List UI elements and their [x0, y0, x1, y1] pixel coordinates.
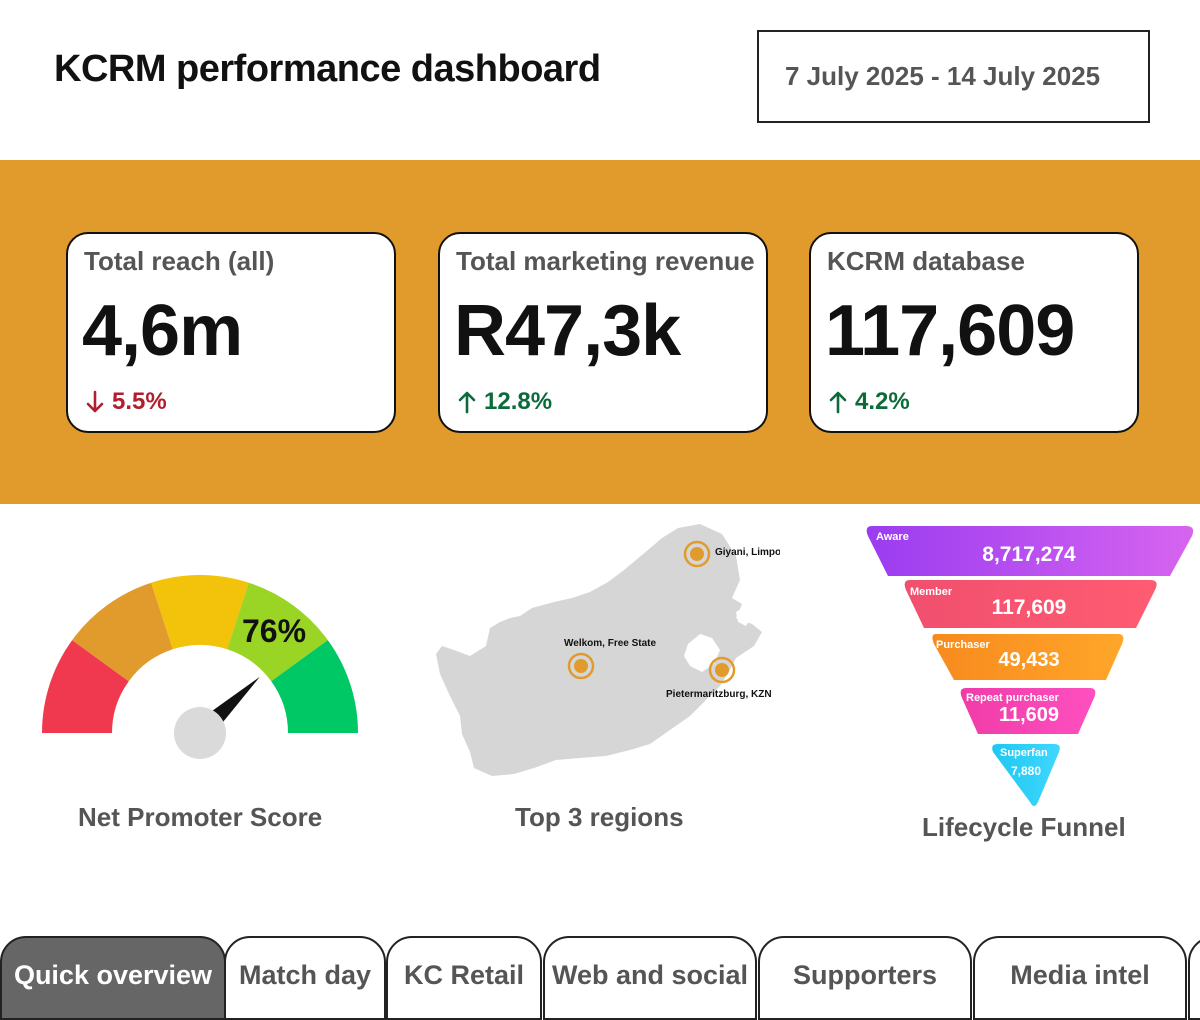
regions-map[interactable]: Giyani, Limpopo Welkom, Free State Piete… — [430, 520, 793, 780]
date-range-picker[interactable]: 7 July 2025 - 14 July 2025 — [757, 30, 1150, 123]
kpi-value: R47,3k — [454, 291, 681, 371]
funnel-stage-value: 11,609 — [999, 704, 1059, 726]
region-label: Giyani, Limpopo — [715, 547, 780, 558]
kpi-delta: 5.5% — [86, 388, 167, 416]
map-country-shape — [436, 524, 762, 776]
tab-media-intel[interactable]: Media intel — [973, 936, 1187, 1020]
funnel-stage-aware[interactable]: Aware 8,717,274 — [866, 526, 1194, 576]
tab-kc-retail[interactable]: KC Retail — [386, 936, 542, 1020]
kpi-label: KCRM database — [827, 246, 1025, 276]
region-marker-welkom[interactable]: Welkom, Free State — [564, 638, 657, 680]
funnel-stage-name: Repeat purchaser — [966, 692, 1060, 704]
nps-label: Net Promoter Score — [78, 802, 323, 832]
gauge-segment — [271, 640, 358, 733]
gauge-segment — [72, 582, 173, 682]
funnel-stage-value: 7,880 — [1011, 764, 1041, 778]
kpi-delta-value: 5.5% — [112, 388, 167, 415]
kpi-card-marketing-revenue[interactable]: Total marketing revenue R47,3k 12.8% — [438, 232, 768, 433]
region-label: Pietermaritzburg, KZN — [666, 689, 772, 700]
kpi-value: 4,6m — [82, 291, 243, 371]
gauge-segment — [227, 582, 328, 682]
region-marker-giyani[interactable]: Giyani, Limpopo — [683, 540, 793, 568]
nps-gauge-chart: 76% — [42, 575, 358, 759]
nps-value-text: 76% — [242, 613, 306, 649]
south-africa-map: Giyani, Limpopo Welkom, Free State Piete… — [436, 524, 793, 776]
gauge-hub — [174, 707, 226, 759]
eswatini-cutout — [736, 606, 752, 626]
tab-overflow[interactable] — [1188, 936, 1200, 1020]
funnel-stage-name: Superfan — [1000, 747, 1048, 759]
kpi-card-total-reach[interactable]: Total reach (all) 4,6m 5.5% — [66, 232, 396, 433]
funnel-stage-member[interactable]: Member 117,609 — [904, 580, 1157, 628]
page-title: KCRM performance dashboard — [54, 48, 601, 90]
tab-web-and-social[interactable]: Web and social — [543, 936, 757, 1020]
tab-supporters[interactable]: Supporters — [758, 936, 972, 1020]
kpi-delta-value: 12.8% — [484, 388, 553, 415]
funnel-stage-name: Aware — [876, 531, 909, 543]
arrow-down-icon — [86, 390, 104, 413]
funnel-stage-value: 117,609 — [992, 596, 1067, 619]
tab-match-day[interactable]: Match day — [224, 936, 386, 1020]
funnel-stage-repeat-purchaser[interactable]: Repeat purchaser 11,609 — [960, 688, 1096, 734]
region-marker-pietermaritzburg[interactable]: Pietermaritzburg, KZN — [666, 656, 772, 700]
tab-bar: Quick overview Match day KC Retail Web a… — [0, 936, 1200, 1020]
kpi-delta: 4.2% — [829, 388, 910, 416]
funnel-label: Lifecycle Funnel — [922, 812, 1126, 842]
gauge-segment — [42, 640, 129, 733]
kpi-delta-value: 4.2% — [855, 388, 910, 415]
funnel-chart: Aware 8,717,274 Member 117,609 Purchaser… — [866, 526, 1194, 806]
region-label: Welkom, Free State — [564, 638, 657, 649]
kpi-value: 117,609 — [825, 291, 1075, 371]
funnel-stage-superfan[interactable]: Superfan 7,880 — [992, 744, 1060, 806]
kpi-label: Total reach (all) — [84, 246, 275, 276]
nps-gauge[interactable]: 76% — [40, 570, 360, 770]
arrow-up-icon — [458, 391, 476, 414]
funnel-stage-value: 49,433 — [998, 649, 1059, 671]
kpi-card-kcrm-database[interactable]: KCRM database 117,609 4.2% — [809, 232, 1139, 433]
kpi-label: Total marketing revenue — [456, 246, 755, 276]
regions-label: Top 3 regions — [515, 802, 684, 832]
lesotho-cutout — [684, 634, 720, 672]
kpi-band: Total reach (all) 4,6m 5.5% Total market… — [0, 160, 1200, 504]
tab-quick-overview[interactable]: Quick overview — [0, 936, 226, 1020]
gauge-segment — [151, 575, 249, 650]
funnel-stage-name: Member — [910, 586, 953, 598]
funnel-stage-value: 8,717,274 — [982, 543, 1076, 566]
funnel-stage-name: Purchaser — [936, 639, 991, 651]
arrow-up-icon — [829, 391, 847, 414]
lifecycle-funnel[interactable]: Aware 8,717,274 Member 117,609 Purchaser… — [860, 522, 1200, 812]
funnel-stage-purchaser[interactable]: Purchaser 49,433 — [932, 634, 1124, 680]
kpi-delta: 12.8% — [458, 388, 552, 416]
